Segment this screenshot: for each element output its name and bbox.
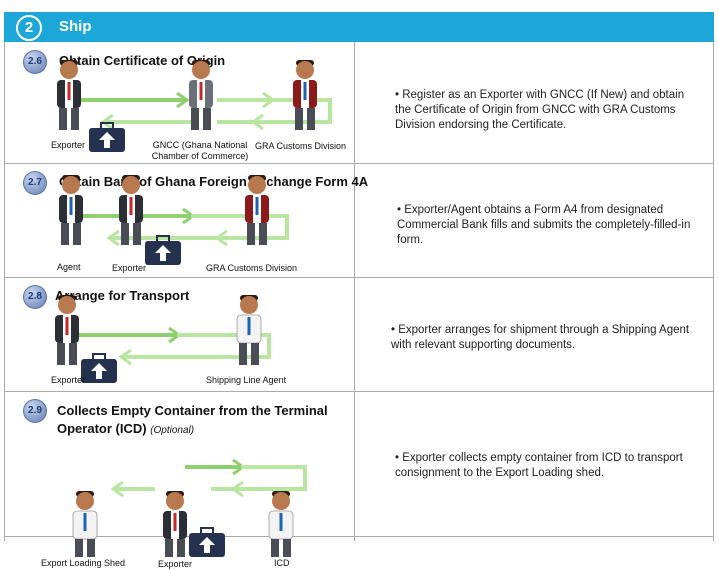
person-agent-icon bbox=[59, 175, 83, 245]
arrowhead-icon bbox=[106, 229, 120, 247]
step-description: • Exporter arranges for shipment through… bbox=[391, 324, 690, 351]
step-title: Obtain Certificate of Origin bbox=[59, 53, 226, 68]
diagram-label: Exporter bbox=[158, 559, 193, 569]
step-description: • Exporter/Agent obtains a Form A4 from … bbox=[397, 204, 691, 246]
step-diagram bbox=[57, 60, 332, 152]
column-divider bbox=[354, 163, 355, 277]
step-title: Arrange for Transport bbox=[55, 288, 190, 303]
step-row-2-9: 2.9 Collects Empty Container from the Te… bbox=[5, 391, 713, 569]
step-row-next bbox=[5, 536, 713, 541]
step-number-badge: 2.7 bbox=[23, 171, 47, 195]
person-exporter-icon bbox=[55, 295, 79, 365]
arrowhead-icon bbox=[110, 480, 124, 498]
person-gncc-icon bbox=[189, 60, 213, 130]
section-number-badge: 2 bbox=[16, 15, 42, 41]
person-gra-customs-icon bbox=[245, 175, 269, 245]
person-exporter-icon bbox=[57, 60, 81, 130]
step-title: Collects Empty Container from the Termin… bbox=[57, 402, 352, 440]
diagram-label: Exporter bbox=[51, 140, 86, 150]
steps-table: 2.6 Obtain Certificate of Origin bbox=[4, 42, 714, 569]
briefcase-icon bbox=[81, 353, 117, 383]
column-divider bbox=[354, 277, 355, 391]
step-title-text: Collects Empty Container from the Termin… bbox=[57, 403, 328, 436]
person-export-loading-shed-icon bbox=[72, 491, 98, 557]
step-number-badge: 2.6 bbox=[23, 50, 47, 74]
step-diagram bbox=[72, 458, 307, 557]
diagram-label: Agent bbox=[57, 262, 81, 272]
person-shipping-agent-icon bbox=[236, 295, 262, 365]
step-row-2-7: 2.7 Obtain Bank of Ghana Foreign Exchang… bbox=[5, 163, 713, 278]
step-description: • Exporter collects empty container from… bbox=[395, 452, 683, 479]
briefcase-icon bbox=[145, 235, 181, 265]
diagram-label: GRA Customs Division bbox=[255, 141, 347, 151]
briefcase-icon bbox=[189, 527, 225, 557]
step-title-optional: (Optional) bbox=[150, 425, 195, 436]
person-icd-icon bbox=[268, 491, 294, 557]
arrowhead-icon bbox=[176, 91, 190, 109]
diagram-label: Shipping Line Agent bbox=[206, 375, 287, 385]
step-number-badge: 2.9 bbox=[23, 399, 47, 423]
step-description: • Register as an Exporter with GNCC (If … bbox=[395, 89, 685, 131]
arrowhead-icon bbox=[118, 348, 132, 366]
section-header: 2 Ship bbox=[4, 12, 714, 42]
step-diagram bbox=[55, 295, 271, 383]
arrow-loop-icon bbox=[111, 214, 289, 240]
diagram-label: Export Loading Shed bbox=[41, 558, 126, 568]
arrowhead-icon bbox=[230, 480, 244, 498]
section-title: Ship bbox=[59, 18, 92, 35]
person-exporter-icon bbox=[119, 175, 143, 245]
briefcase-icon bbox=[89, 122, 125, 152]
diagram-label: ICD bbox=[274, 558, 290, 568]
column-divider bbox=[354, 536, 355, 541]
column-divider bbox=[354, 391, 355, 536]
diagram-label: Exporter bbox=[51, 375, 86, 385]
diagram-label: Exporter bbox=[112, 263, 147, 273]
arrowhead-icon bbox=[262, 91, 276, 109]
arrowhead-icon bbox=[250, 113, 264, 131]
column-divider bbox=[354, 42, 355, 163]
step-diagram bbox=[59, 175, 289, 265]
diagram-label: GRA Customs Division bbox=[206, 263, 298, 273]
step-row-2-8: 2.8 Arrange for Transport Exporter Shipp… bbox=[5, 277, 713, 392]
arrow-loop-icon bbox=[211, 465, 307, 491]
step-row-2-6: 2.6 Obtain Certificate of Origin bbox=[5, 42, 713, 164]
diagram-label: GNCC (Ghana National Chamber of Commerce… bbox=[151, 140, 249, 161]
person-gra-customs-icon bbox=[293, 60, 317, 130]
person-exporter-icon bbox=[163, 491, 187, 557]
arrow-loop-icon bbox=[123, 333, 271, 359]
arrowhead-icon bbox=[214, 229, 228, 247]
step-number-badge: 2.8 bbox=[23, 285, 47, 309]
